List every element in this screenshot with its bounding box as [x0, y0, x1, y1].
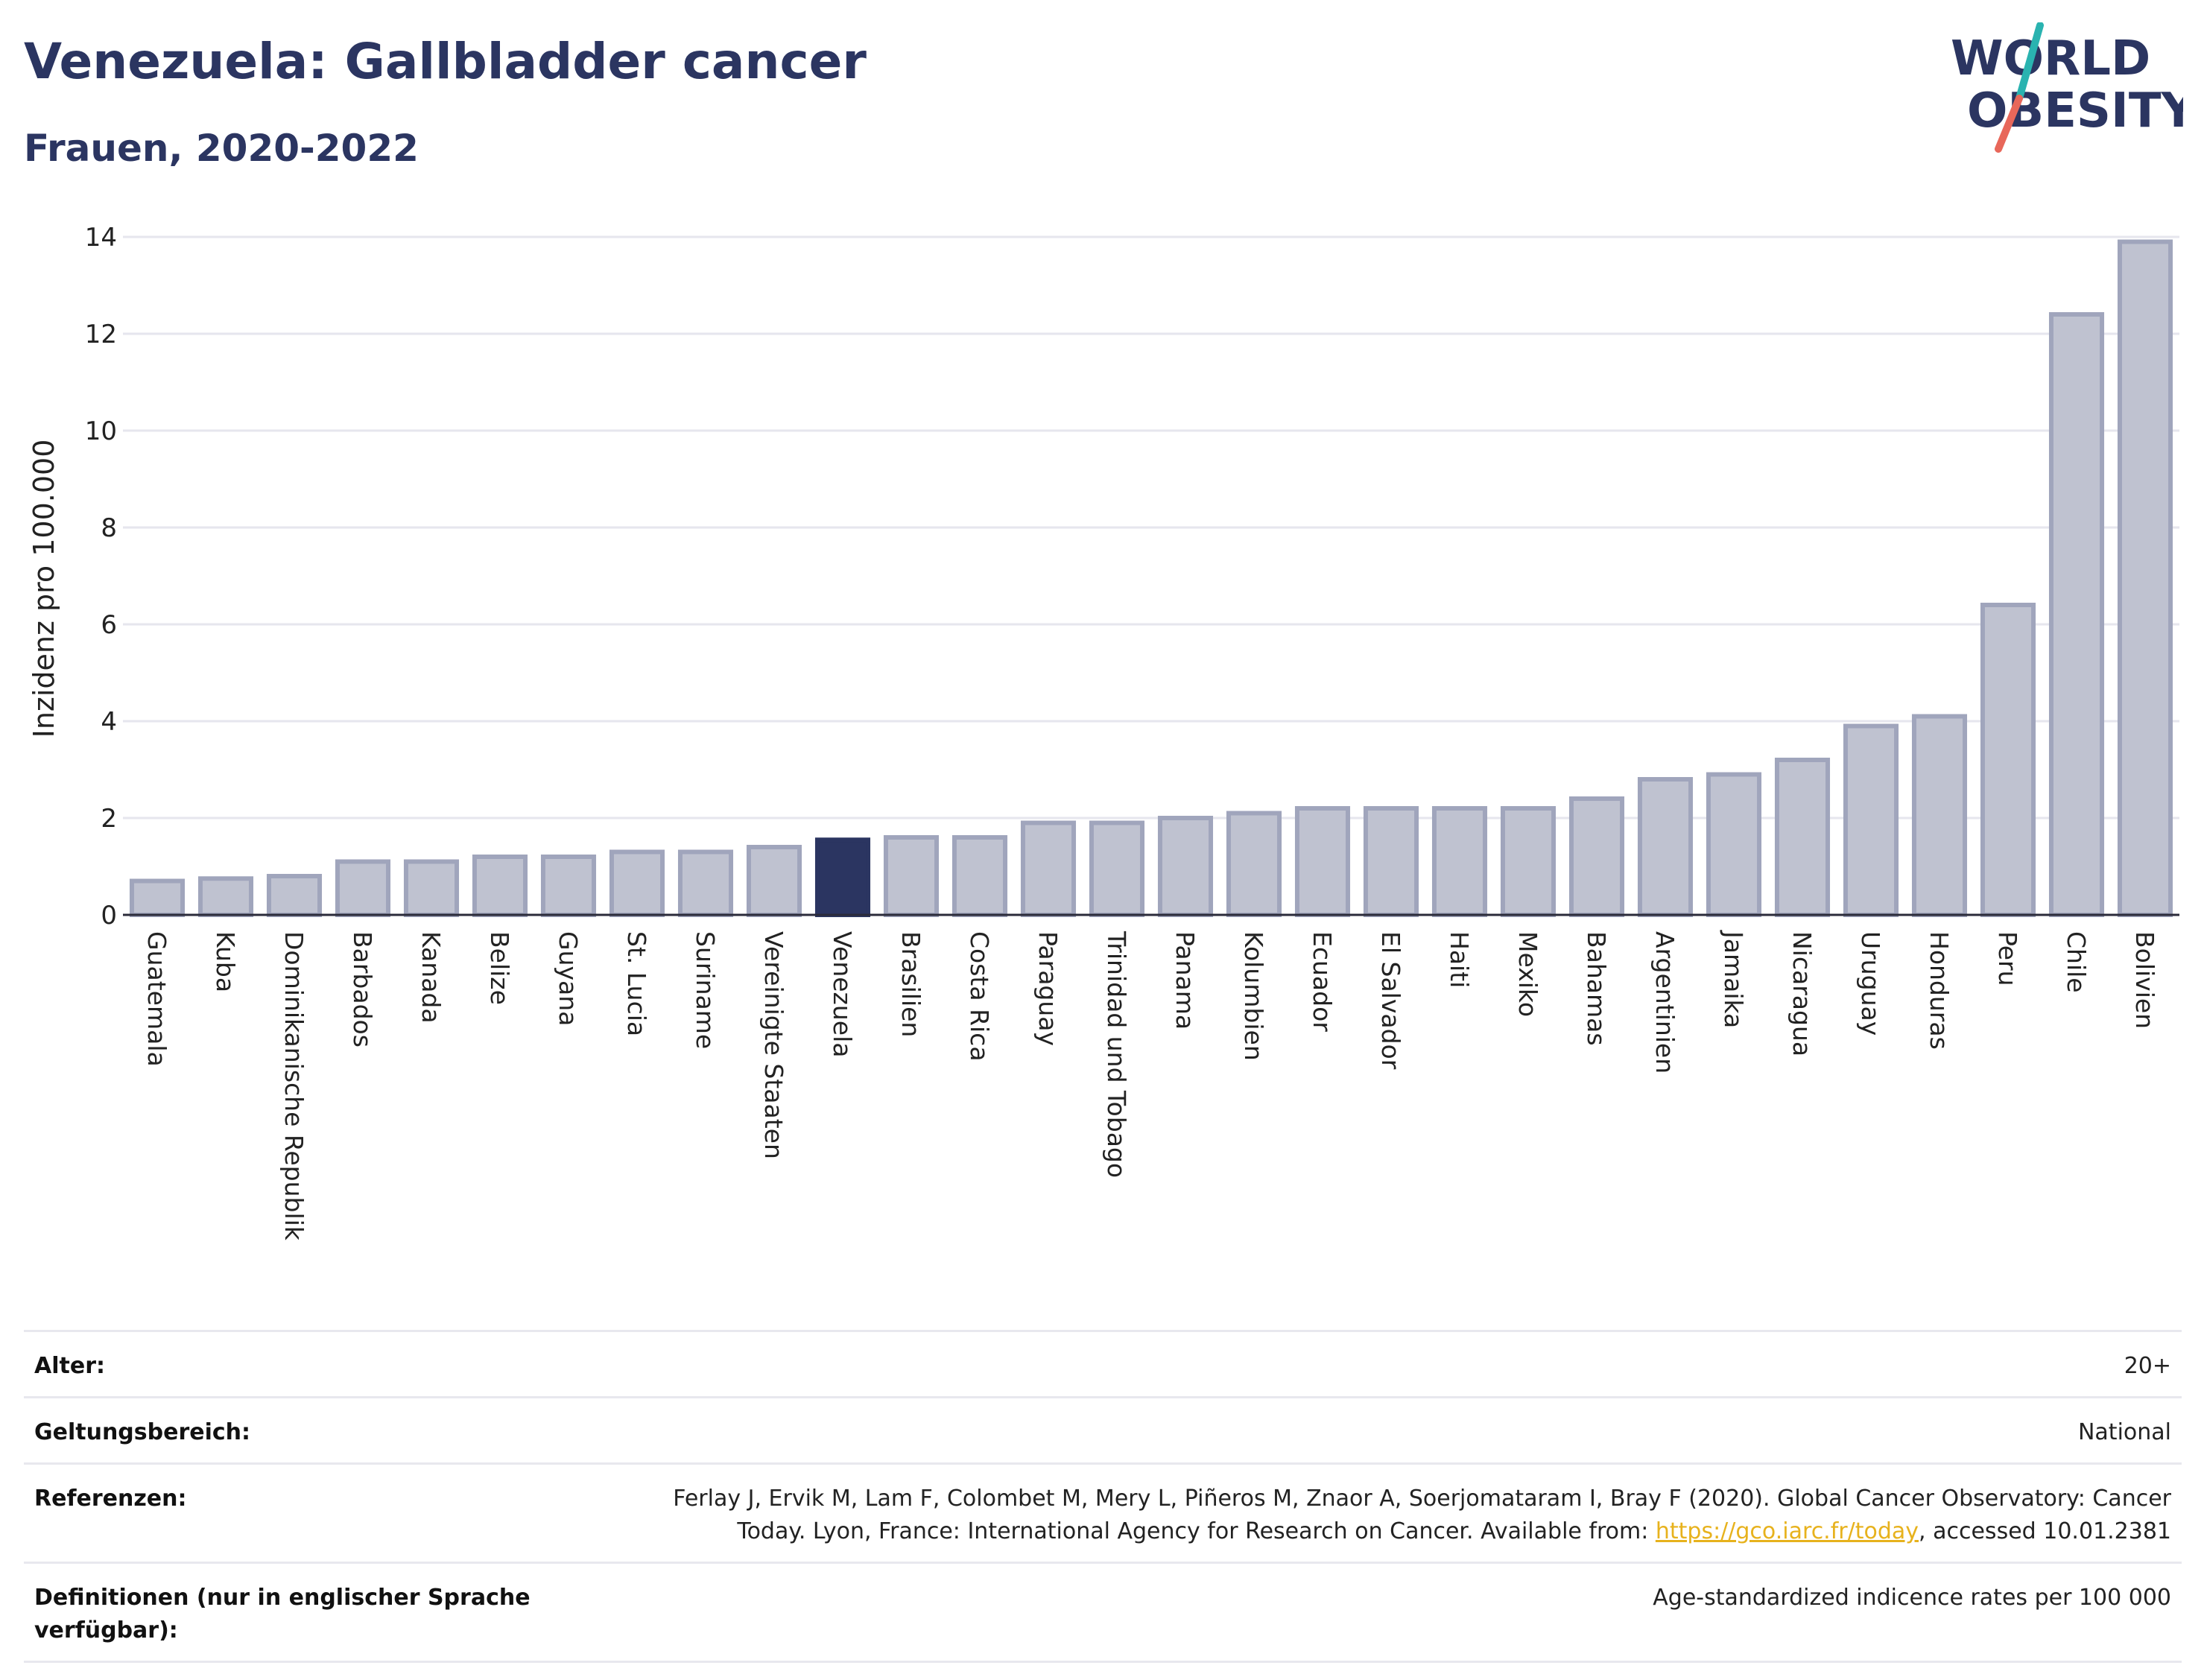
bar-vereinigte-staaten: [746, 845, 802, 917]
reference-link[interactable]: https://gco.iarc.fr/today: [1655, 1518, 1919, 1544]
meta-row-references: Referenzen: Ferlay J, Ervik M, Lam F, Co…: [24, 1465, 2182, 1564]
x-tick-label: El Salvador: [1376, 931, 1405, 1070]
logo-line1: WORLD: [1951, 31, 2150, 86]
bar-dominikanische-republik: [266, 874, 323, 917]
chart-subtitle: Frauen, 2020-2022: [24, 127, 419, 170]
x-tick-label: Haiti: [1445, 931, 1474, 988]
x-tick-label: Ecuador: [1308, 931, 1337, 1032]
x-tick-label: Brasilien: [896, 931, 925, 1037]
y-axis-label: Inzidenz pro 100.000: [28, 440, 60, 738]
y-tick-label: 14: [85, 223, 117, 253]
logo-slash-coral: [1995, 95, 2023, 153]
bar-uruguay: [1843, 723, 1899, 917]
x-tick-label: Nicaragua: [1787, 931, 1817, 1056]
x-tick-label: Kuba: [211, 931, 240, 992]
bar-chile: [2048, 312, 2105, 917]
y-axis-ticks: 0 2 4 6 8 10 12 14: [85, 223, 117, 931]
x-tick-label: Belize: [485, 931, 514, 1005]
x-tick-label: Costa Rica: [965, 931, 994, 1062]
meta-row-definitions: Definitionen (nur in englischer Sprache …: [24, 1564, 2182, 1663]
bar-trinidad-und-tobago: [1089, 820, 1145, 917]
meta-value-age: 20+: [2124, 1353, 2171, 1379]
x-tick-label: Peru: [1993, 931, 2022, 986]
bar-haiti: [1431, 806, 1488, 917]
y-tick-label: 12: [85, 320, 117, 349]
x-axis-labels: Guatemala Kuba Dominikanische Republik Barb…: [142, 930, 2159, 1241]
bars: [129, 239, 2173, 917]
bar-honduras: [1911, 714, 1968, 917]
bar-ecuador: [1294, 806, 1351, 917]
meta-value-scope: National: [2077, 1419, 2171, 1445]
x-tick-label: Barbados: [348, 931, 377, 1047]
x-tick-label: Kolumbien: [1239, 931, 1268, 1061]
bar-brasilien: [883, 835, 940, 917]
meta-row-scope: Geltungsbereich: National: [24, 1398, 2182, 1465]
bar-belize: [472, 855, 528, 917]
bar-kanada: [403, 859, 460, 917]
meta-row-age: Alter: 20+: [24, 1332, 2182, 1398]
meta-value-references: Ferlay J, Ervik M, Lam F, Colombet M, Me…: [556, 1483, 2171, 1548]
bar-bahamas: [1568, 796, 1625, 917]
meta-label-age: Alter:: [34, 1353, 105, 1379]
x-tick-label: Jamaika: [1719, 930, 1748, 1028]
bar-nicaragua: [1774, 758, 1831, 917]
x-tick-label: Argentinien: [1650, 931, 1679, 1074]
bar-panama: [1157, 816, 1214, 917]
bar-st-lucia: [609, 849, 665, 917]
bar-chart: 0 2 4 6 8 10 12 14 Guatemala Kuba Dominikanische …: [28, 223, 2179, 1241]
x-tick-label: Venezuela: [828, 931, 857, 1057]
bar-argentinien: [1637, 777, 1694, 917]
x-tick-label: Vereinigte Staaten: [759, 931, 788, 1159]
reference-text: Ferlay J, Ervik M, Lam F, Colombet M, Me…: [673, 1486, 2171, 1544]
x-tick-label: Dominikanische Republik: [279, 931, 308, 1241]
x-tick-label: Trinidad und Tobago: [1102, 931, 1131, 1178]
x-tick-label: Honduras: [1925, 931, 1954, 1050]
x-tick-label: St. Lucia: [622, 931, 651, 1036]
bar-mexiko: [1500, 806, 1557, 917]
bar-suriname: [677, 849, 734, 917]
x-tick-label: Suriname: [691, 931, 720, 1049]
y-tick-label: 2: [101, 804, 117, 834]
x-tick-label: Bahamas: [1582, 931, 1611, 1046]
bar-kuba: [197, 876, 254, 917]
bar-jamaika: [1706, 772, 1762, 917]
x-tick-label: Kanada: [417, 931, 446, 1024]
x-tick-label: Guatemala: [142, 931, 171, 1067]
bar-barbados: [335, 859, 391, 917]
x-tick-label: Guyana: [554, 931, 583, 1026]
bar-el-salvador: [1363, 806, 1419, 917]
bar-bolivien: [2117, 239, 2173, 917]
bar-kolumbien: [1226, 811, 1282, 917]
x-tick-label: Uruguay: [1856, 931, 1885, 1036]
x-tick-label: Chile: [2062, 931, 2091, 993]
metadata-table: Alter: 20+ Geltungsbereich: National Ref…: [24, 1330, 2182, 1663]
x-tick-label: Bolivien: [2130, 931, 2159, 1029]
meta-label-definitions: Definitionen (nur in englischer Sprache …: [34, 1585, 531, 1643]
x-tick-label: Mexiko: [1513, 931, 1542, 1017]
bar-paraguay: [1020, 820, 1077, 917]
bar-venezuela: [814, 837, 871, 917]
bar-guatemala: [129, 878, 186, 917]
bar-peru: [1980, 603, 2036, 917]
y-tick-label: 8: [101, 513, 117, 543]
world-obesity-logo: WORLD OBESITY: [1951, 22, 2183, 153]
meta-label-scope: Geltungsbereich:: [34, 1419, 251, 1445]
y-tick-label: 10: [85, 416, 117, 446]
chart-title: Venezuela: Gallbladder cancer: [24, 33, 867, 90]
bar-guyana: [540, 855, 597, 917]
meta-value-definitions: Age-standardized indicence rates per 100…: [1653, 1585, 2171, 1611]
logo-slash-teal: [2015, 22, 2044, 102]
y-tick-label: 6: [101, 610, 117, 640]
reference-accessed: , accessed 10.01.2381: [1919, 1518, 2171, 1544]
y-tick-label: 4: [101, 707, 117, 737]
bar-costa-rica: [951, 835, 1008, 917]
y-tick-label: 0: [101, 901, 117, 931]
x-tick-label: Panama: [1171, 931, 1200, 1030]
x-tick-label: Paraguay: [1033, 931, 1063, 1046]
meta-label-references: Referenzen:: [34, 1486, 187, 1512]
